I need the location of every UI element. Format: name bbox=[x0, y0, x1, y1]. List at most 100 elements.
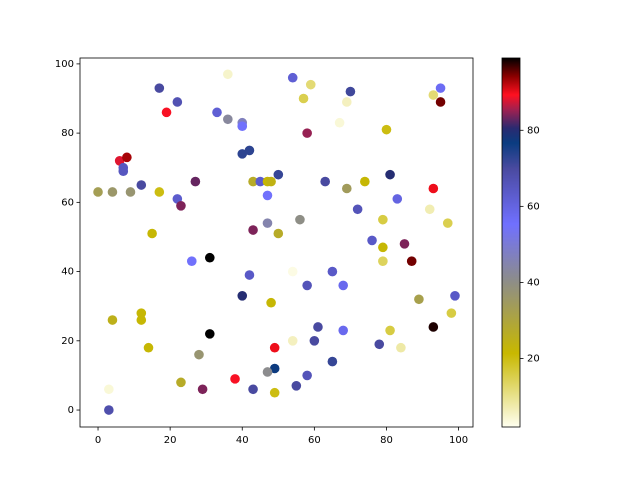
x-tick-label: 40 bbox=[236, 435, 249, 446]
x-tick-label: 20 bbox=[164, 435, 177, 446]
point bbox=[154, 83, 165, 93]
point bbox=[125, 187, 136, 197]
point bbox=[269, 363, 280, 374]
point bbox=[223, 114, 233, 125]
point bbox=[406, 256, 417, 266]
point bbox=[248, 384, 258, 395]
point bbox=[385, 325, 395, 336]
x-tick-label: 60 bbox=[308, 435, 321, 446]
colorbar-tick-label: 80 bbox=[527, 125, 540, 136]
y-tick-label: 80 bbox=[61, 128, 74, 139]
x-tick-label: 80 bbox=[380, 435, 393, 446]
point bbox=[338, 280, 349, 291]
point bbox=[104, 384, 114, 395]
point bbox=[244, 145, 255, 156]
point bbox=[262, 190, 273, 201]
y-tick-label: 100 bbox=[55, 59, 74, 70]
point bbox=[360, 176, 370, 187]
point bbox=[104, 405, 114, 415]
point bbox=[266, 176, 276, 187]
point bbox=[248, 225, 258, 235]
point bbox=[262, 367, 273, 377]
point bbox=[237, 121, 248, 131]
point bbox=[367, 235, 377, 246]
point bbox=[309, 336, 320, 346]
point bbox=[327, 356, 338, 367]
point bbox=[302, 128, 312, 138]
point bbox=[287, 72, 298, 83]
point bbox=[320, 176, 330, 187]
point bbox=[147, 228, 157, 239]
point bbox=[302, 370, 312, 381]
colorbar-frame bbox=[501, 57, 521, 428]
point bbox=[334, 117, 345, 128]
point bbox=[266, 297, 276, 308]
point bbox=[136, 180, 147, 190]
point bbox=[446, 308, 457, 318]
y-tick-label: 0 bbox=[68, 405, 74, 416]
point bbox=[269, 387, 280, 398]
point bbox=[154, 187, 165, 197]
colorbar-tick-label: 20 bbox=[527, 354, 540, 365]
point bbox=[176, 377, 186, 388]
point bbox=[176, 201, 186, 211]
point bbox=[136, 308, 147, 318]
point bbox=[342, 97, 352, 107]
point bbox=[414, 294, 424, 305]
point bbox=[342, 183, 352, 194]
point bbox=[186, 256, 197, 266]
point bbox=[204, 329, 215, 339]
point bbox=[143, 342, 154, 353]
point bbox=[248, 176, 258, 187]
point bbox=[295, 214, 305, 225]
point bbox=[273, 169, 284, 180]
point bbox=[378, 242, 388, 253]
point bbox=[161, 107, 172, 118]
point bbox=[428, 183, 439, 194]
colorbar-tick-label: 40 bbox=[527, 277, 540, 288]
point bbox=[122, 152, 132, 163]
point bbox=[107, 187, 118, 197]
axes-frame bbox=[79, 57, 474, 428]
point bbox=[435, 97, 446, 107]
point bbox=[428, 322, 439, 332]
point bbox=[338, 325, 349, 336]
point bbox=[374, 339, 385, 350]
point bbox=[424, 204, 435, 215]
x-tick-label: 100 bbox=[449, 435, 468, 446]
point bbox=[230, 374, 240, 384]
y-tick-label: 40 bbox=[61, 267, 74, 278]
point bbox=[450, 291, 460, 301]
point bbox=[428, 90, 439, 100]
point bbox=[197, 384, 208, 395]
point bbox=[392, 194, 403, 204]
point bbox=[327, 266, 338, 277]
point bbox=[212, 107, 222, 118]
point bbox=[237, 291, 248, 301]
point bbox=[194, 349, 204, 360]
point bbox=[345, 86, 356, 97]
point bbox=[237, 149, 248, 159]
point bbox=[172, 97, 183, 107]
point bbox=[399, 239, 410, 249]
colorbar bbox=[502, 58, 520, 427]
y-tick-label: 60 bbox=[61, 197, 74, 208]
point bbox=[435, 83, 446, 93]
point bbox=[381, 124, 392, 135]
point bbox=[255, 176, 266, 187]
point bbox=[302, 280, 312, 291]
point bbox=[190, 176, 201, 187]
point bbox=[244, 270, 255, 280]
point bbox=[223, 69, 233, 80]
point bbox=[287, 266, 298, 277]
point bbox=[118, 162, 129, 173]
point bbox=[378, 214, 388, 225]
point bbox=[313, 322, 323, 332]
point bbox=[93, 187, 103, 197]
x-tick-label: 0 bbox=[95, 435, 101, 446]
point bbox=[291, 381, 302, 391]
point bbox=[378, 256, 388, 266]
point bbox=[107, 315, 118, 325]
point bbox=[352, 204, 363, 215]
